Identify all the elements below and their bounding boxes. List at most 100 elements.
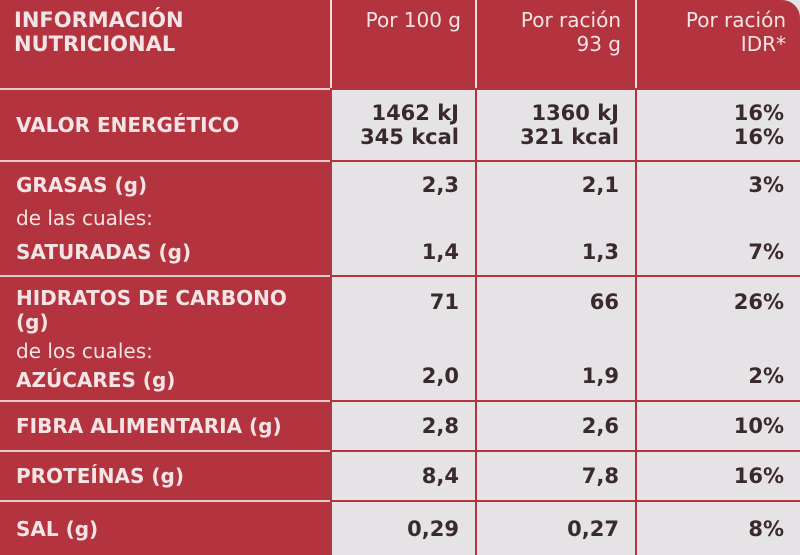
value-text: 66 <box>589 289 619 314</box>
label-line: PROTEÍNAS (g) <box>16 464 184 488</box>
value-text: 345 kcal <box>360 125 459 149</box>
value-cell: 66 1,9 <box>475 275 635 400</box>
nutrient-row: SAL (g) 0,29 0,27 8% <box>0 500 800 555</box>
column-header-line: Por 100 g <box>365 8 461 32</box>
value-line: 2,0 <box>348 364 459 388</box>
header-title: INFORMACIÓN NUTRICIONAL <box>0 0 330 88</box>
value-text: 2,8 <box>421 414 459 438</box>
value-line <box>653 206 784 230</box>
header-row: INFORMACIÓN NUTRICIONAL Por 100 g Por ració… <box>0 0 800 88</box>
label-line: FIBRA ALIMENTARIA (g) <box>16 414 282 438</box>
value-line: 2,1 <box>493 173 619 197</box>
value-text: 26% <box>733 289 784 314</box>
value-line <box>493 206 619 230</box>
value-cell: 16% 16% <box>635 88 800 160</box>
column-header: Por ración IDR* <box>635 0 800 88</box>
nutrient-row: FIBRA ALIMENTARIA (g) 2,8 2,6 10% <box>0 400 800 450</box>
nutrient-label: GRASAS (g) de las cuales: SATURADAS (g) <box>0 160 330 275</box>
value-line <box>653 327 784 351</box>
value-cell: 2,3 1,4 <box>330 160 475 275</box>
value-line: 7,8 <box>493 464 619 488</box>
value-line: 0,27 <box>493 517 619 541</box>
value-line: 16% <box>653 464 784 488</box>
label-line: GRASAS (g) <box>16 172 148 197</box>
value-text: 16% <box>733 125 784 149</box>
value-text: 10% <box>733 414 784 438</box>
label-line: AZÚCARES (g) <box>16 367 176 392</box>
label-line: HIDRATOS DE CARBONO (g) <box>16 285 287 334</box>
value-line: 71 <box>348 290 459 314</box>
nutrient-row: PROTEÍNAS (g) 8,4 7,8 16% <box>0 450 800 500</box>
value-text: 16% <box>733 101 784 125</box>
value-text: 16% <box>733 464 784 488</box>
column-header-line: IDR* <box>740 32 786 56</box>
value-cell: 71 2,0 <box>330 275 475 400</box>
value-text: 1360 kJ <box>531 101 619 125</box>
value-cell: 7,8 <box>475 450 635 500</box>
value-cell: 8,4 <box>330 450 475 500</box>
label-line: SATURADAS (g) <box>16 240 192 265</box>
label-line: de las cuales: <box>16 206 153 231</box>
column-header-line: Por ración <box>685 8 786 32</box>
nutrient-label: FIBRA ALIMENTARIA (g) <box>0 400 330 450</box>
value-text: 8,4 <box>421 464 459 488</box>
value-line: 2% <box>653 364 784 388</box>
value-cell: 10% <box>635 400 800 450</box>
value-line: 1,4 <box>348 240 459 264</box>
value-line: 66 <box>493 290 619 314</box>
value-line: 26% <box>653 290 784 314</box>
column-header-line: 93 g <box>576 32 621 56</box>
value-cell: 2,6 <box>475 400 635 450</box>
value-text: 7,8 <box>581 464 619 488</box>
label-line: de los cuales: <box>16 338 153 363</box>
value-line <box>348 206 459 230</box>
value-cell: 0,29 <box>330 500 475 555</box>
value-line <box>348 327 459 351</box>
value-line <box>493 327 619 351</box>
value-line: 0,29 <box>348 517 459 541</box>
value-cell: 0,27 <box>475 500 635 555</box>
value-text: 2% <box>748 363 784 388</box>
label-line: SAL (g) <box>16 516 99 541</box>
value-line: 1360 kJ 321 kcal <box>493 101 619 149</box>
value-line: 16% 16% <box>653 101 784 149</box>
value-line: 7% <box>653 240 784 264</box>
value-line: 2,3 <box>348 173 459 197</box>
column-header: Por ración 93 g <box>475 0 635 88</box>
value-text: 0,29 <box>407 516 459 541</box>
value-text: 3% <box>748 172 784 197</box>
nutrient-row: HIDRATOS DE CARBONO (g) de los cuales: AZ… <box>0 275 800 400</box>
value-text: 71 <box>429 289 459 314</box>
label-line: VALOR ENERGÉTICO <box>16 113 240 137</box>
value-line: 8% <box>653 517 784 541</box>
value-text: 2,0 <box>421 363 459 388</box>
value-text: 1,3 <box>581 240 619 265</box>
column-header: Por 100 g <box>330 0 475 88</box>
value-cell: 2,1 1,3 <box>475 160 635 275</box>
column-header-line: Por ración <box>520 8 621 32</box>
value-line: 2,6 <box>493 414 619 438</box>
value-text: 2,1 <box>581 172 619 197</box>
value-cell: 8% <box>635 500 800 555</box>
value-text: 0,27 <box>567 516 619 541</box>
nutrient-row: VALOR ENERGÉTICO 1462 kJ 345 kcal 1360 kJ 32… <box>0 88 800 160</box>
value-line: 8,4 <box>348 464 459 488</box>
value-cell: 2,8 <box>330 400 475 450</box>
value-line: 2,8 <box>348 414 459 438</box>
value-line: 1,9 <box>493 364 619 388</box>
value-text: 1462 kJ <box>371 101 459 125</box>
nutrient-label: PROTEÍNAS (g) <box>0 450 330 500</box>
nutrient-label: HIDRATOS DE CARBONO (g) de los cuales: AZ… <box>0 275 330 400</box>
title-line: INFORMACIÓN <box>14 8 184 32</box>
value-cell: 3% 7% <box>635 160 800 275</box>
value-text: 2,3 <box>421 172 459 197</box>
value-cell: 1360 kJ 321 kcal <box>475 88 635 160</box>
value-line: 1462 kJ 345 kcal <box>348 101 459 149</box>
nutrient-label: SAL (g) <box>0 500 330 555</box>
value-text: 7% <box>748 240 784 265</box>
value-line: 10% <box>653 414 784 438</box>
title-line: NUTRICIONAL <box>14 32 176 56</box>
value-text: 1,9 <box>581 363 619 388</box>
value-text: 2,6 <box>581 414 619 438</box>
